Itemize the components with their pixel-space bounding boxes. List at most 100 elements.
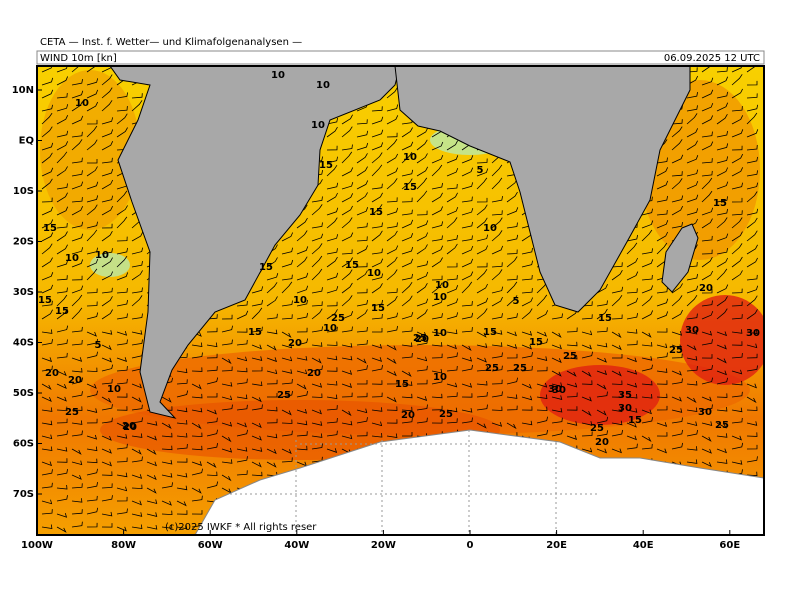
wind-barb	[191, 352, 203, 359]
wind-barb	[506, 313, 518, 320]
wind-barb	[311, 255, 323, 268]
wind-barb	[281, 419, 293, 424]
wind-barb	[56, 325, 69, 333]
wind-barb	[251, 356, 263, 361]
wind-barb	[236, 367, 248, 373]
wind-barb	[521, 288, 533, 294]
wind-barb	[506, 344, 518, 349]
wind-barb	[56, 469, 68, 476]
wind-barb	[701, 177, 713, 190]
wind-barb	[686, 366, 698, 372]
wind-barb	[86, 301, 98, 307]
wind-barb	[41, 142, 54, 151]
wind-barb	[671, 330, 683, 336]
wind-barb	[356, 207, 369, 216]
wind-barb	[491, 330, 503, 335]
wind-barb	[686, 273, 698, 281]
wind-barb	[521, 351, 533, 359]
wind-barb	[716, 257, 729, 268]
wind-barb	[746, 156, 758, 164]
wind-barb	[446, 206, 459, 216]
wind-barb	[131, 247, 144, 255]
wind-barb	[386, 325, 398, 333]
wind-barb	[86, 221, 98, 229]
wind-barb	[491, 210, 503, 216]
wind-barb	[341, 232, 354, 242]
wind-barb	[611, 294, 623, 307]
wind-barb	[401, 381, 413, 386]
wind-barb	[176, 443, 188, 450]
wind-barb	[86, 446, 98, 452]
wind-speed-label: 20	[401, 410, 415, 421]
wind-barb	[461, 356, 473, 362]
wind-barb	[401, 127, 413, 138]
lat-label: 20S	[13, 237, 34, 248]
wind-barb	[386, 433, 398, 438]
wind-barb	[686, 155, 699, 164]
wind-barb	[281, 274, 293, 281]
wind-barb	[491, 296, 503, 307]
wind-barb	[71, 367, 83, 373]
wind-barb	[671, 344, 682, 350]
wind-barb	[416, 190, 428, 203]
wind-barb	[356, 192, 368, 203]
wind-barb	[386, 178, 398, 190]
wind-barb	[41, 396, 52, 402]
wind-barb	[596, 300, 608, 307]
wind-barb	[146, 525, 158, 530]
wind-barb	[71, 157, 83, 164]
wind-speed-label: 25	[331, 313, 345, 324]
wind-barb	[296, 230, 308, 242]
wind-barb	[41, 152, 53, 164]
wind-barb	[101, 248, 113, 255]
wind-barb	[101, 404, 113, 411]
wind-barb	[731, 88, 743, 99]
lat-label: 10N	[12, 85, 34, 96]
wind-barb	[311, 233, 324, 242]
wind-barb	[731, 314, 743, 320]
wind-barb	[341, 217, 353, 229]
wind-field	[680, 295, 764, 385]
wind-barb	[596, 409, 607, 416]
wind-barb	[401, 169, 414, 177]
wind-barb	[746, 104, 759, 112]
wind-speed-label: 10	[95, 250, 109, 261]
wind-barb	[371, 273, 384, 281]
wind-barb	[116, 406, 128, 411]
wind-barb	[716, 130, 728, 138]
wind-barb	[506, 256, 518, 268]
wind-barb	[86, 181, 99, 190]
wind-barb	[386, 230, 398, 242]
wind-barb	[311, 365, 323, 372]
copyright: (c)2025 IWKF * All rights reser	[165, 522, 317, 533]
wind-barb	[476, 234, 489, 242]
wind-barb	[251, 286, 264, 294]
wind-barb	[371, 433, 383, 438]
madagascar	[661, 223, 699, 293]
wind-barb	[731, 256, 743, 268]
wind-barb	[386, 256, 398, 268]
wind-barb	[341, 151, 353, 164]
wind-barb	[176, 500, 187, 507]
wind-barb	[401, 197, 413, 203]
wind-barb	[641, 310, 654, 320]
wind-barb	[326, 217, 338, 229]
wind-barb	[326, 234, 339, 242]
wind-barb	[146, 421, 158, 426]
wind-barb	[731, 231, 743, 242]
wind-barb	[626, 271, 639, 281]
wind-barb	[431, 298, 444, 307]
wind-barb	[581, 370, 592, 378]
wind-barb	[311, 443, 323, 450]
wind-speed-label: 25	[513, 363, 527, 374]
wind-barb	[41, 524, 53, 529]
wind-barb	[116, 486, 128, 492]
wind-barb	[476, 197, 488, 203]
wind-barb	[311, 222, 323, 229]
wind-barb	[56, 287, 68, 294]
wind-barb	[596, 416, 609, 424]
wind-barb	[491, 164, 503, 177]
wind-barb	[701, 404, 713, 411]
wind-barb	[641, 285, 654, 294]
wind-barb	[236, 339, 248, 346]
